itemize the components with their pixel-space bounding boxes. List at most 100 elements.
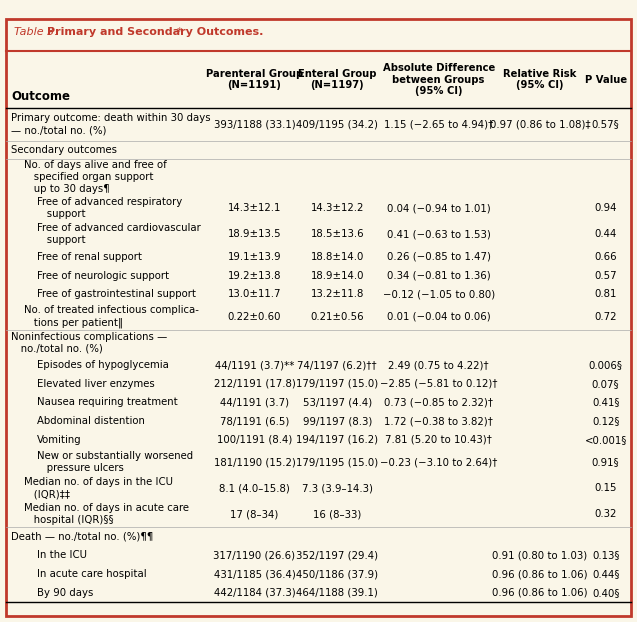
Text: 431/1185 (36.4): 431/1185 (36.4) [213, 569, 296, 579]
Bar [6, 248, 631, 266]
Bar [6, 583, 631, 602]
Text: 0.22±0.60: 0.22±0.60 [228, 312, 282, 322]
Bar [6, 374, 631, 393]
Text: 464/1188 (39.1): 464/1188 (39.1) [296, 588, 378, 598]
Text: No. of treated infectious complica-
   tions per patient‖: No. of treated infectious complica- tion… [24, 305, 199, 328]
Text: 393/1188 (33.1): 393/1188 (33.1) [213, 119, 296, 129]
Text: 0.81: 0.81 [594, 289, 617, 299]
Text: Parenteral Group
(N=1191): Parenteral Group (N=1191) [206, 69, 303, 90]
Bar [6, 412, 631, 430]
Text: 0.15: 0.15 [594, 483, 617, 493]
Text: 78/1191 (6.5): 78/1191 (6.5) [220, 416, 289, 426]
Text: 74/1197 (6.2)††: 74/1197 (6.2)†† [297, 360, 377, 370]
Text: Primary outcome: death within 30 days
— no./total no. (%): Primary outcome: death within 30 days — … [11, 113, 211, 136]
Text: In acute care hospital: In acute care hospital [37, 569, 147, 579]
Text: Table 3.: Table 3. [14, 27, 61, 37]
Bar [6, 356, 631, 374]
Text: 13.2±11.8: 13.2±11.8 [311, 289, 364, 299]
Text: Free of gastrointestinal support: Free of gastrointestinal support [37, 289, 196, 299]
Text: Death — no./total no. (%)¶¶: Death — no./total no. (%)¶¶ [11, 532, 154, 542]
Text: 0.13§: 0.13§ [592, 550, 619, 560]
Bar [6, 393, 631, 412]
Text: New or substantially worsened
   pressure ulcers: New or substantially worsened pressure u… [37, 451, 193, 473]
Text: Free of advanced respiratory
   support: Free of advanced respiratory support [37, 197, 182, 220]
Text: Primary and Secondary Outcomes.: Primary and Secondary Outcomes. [47, 27, 264, 37]
Text: 100/1191 (8.4): 100/1191 (8.4) [217, 435, 292, 445]
Bar [6, 304, 631, 330]
Text: 0.04 (−0.94 to 1.01): 0.04 (−0.94 to 1.01) [387, 203, 490, 213]
Text: Noninfectious complications —
   no./total no. (%): Noninfectious complications — no./total … [11, 332, 168, 354]
Bar [6, 108, 631, 141]
Text: 0.94: 0.94 [594, 203, 617, 213]
Text: 0.44: 0.44 [594, 230, 617, 239]
Text: 0.01 (−0.04 to 0.06): 0.01 (−0.04 to 0.06) [387, 312, 490, 322]
Text: 179/1197 (15.0): 179/1197 (15.0) [296, 379, 378, 389]
Text: 18.8±14.0: 18.8±14.0 [311, 252, 364, 262]
Text: 14.3±12.2: 14.3±12.2 [311, 203, 364, 213]
Text: 194/1197 (16.2): 194/1197 (16.2) [296, 435, 378, 445]
Text: 0.41 (−0.63 to 1.53): 0.41 (−0.63 to 1.53) [387, 230, 490, 239]
Text: 7.3 (3.9–14.3): 7.3 (3.9–14.3) [302, 483, 373, 493]
Text: 18.9±13.5: 18.9±13.5 [227, 230, 282, 239]
Text: 0.91§: 0.91§ [592, 457, 619, 467]
Text: Enteral Group
(N=1197): Enteral Group (N=1197) [298, 69, 376, 90]
Text: 352/1197 (29.4): 352/1197 (29.4) [296, 550, 378, 560]
Text: 1.72 (−0.38 to 3.82)†: 1.72 (−0.38 to 3.82)† [384, 416, 493, 426]
Bar [6, 501, 631, 527]
Text: <0.001§: <0.001§ [585, 435, 627, 445]
Text: Free of neurologic support: Free of neurologic support [37, 271, 169, 281]
Text: 450/1186 (37.9): 450/1186 (37.9) [296, 569, 378, 579]
Bar [6, 546, 631, 565]
Bar [6, 565, 631, 583]
Text: 0.91 (0.80 to 1.03): 0.91 (0.80 to 1.03) [492, 550, 588, 560]
Text: 53/1197 (4.4): 53/1197 (4.4) [303, 397, 372, 407]
Text: Vomiting: Vomiting [37, 435, 82, 445]
Text: Free of advanced cardiovascular
   support: Free of advanced cardiovascular support [37, 223, 201, 246]
Bar [6, 475, 631, 501]
Text: Median no. of days in the ICU
   (IQR)‡‡: Median no. of days in the ICU (IQR)‡‡ [24, 477, 173, 499]
Text: 0.96 (0.86 to 1.06): 0.96 (0.86 to 1.06) [492, 569, 588, 579]
Text: Secondary outcomes: Secondary outcomes [11, 145, 117, 155]
Text: 0.57§: 0.57§ [592, 119, 620, 129]
Text: 179/1195 (15.0): 179/1195 (15.0) [296, 457, 378, 467]
Text: 0.12§: 0.12§ [592, 416, 619, 426]
Text: Relative Risk
(95% CI): Relative Risk (95% CI) [503, 69, 576, 90]
Text: 409/1195 (34.2): 409/1195 (34.2) [296, 119, 378, 129]
Text: 442/1184 (37.3): 442/1184 (37.3) [213, 588, 296, 598]
Bar [6, 195, 631, 221]
Text: 0.57: 0.57 [594, 271, 617, 281]
Text: 0.97 (0.86 to 1.08)‡: 0.97 (0.86 to 1.08)‡ [490, 119, 590, 129]
Text: *: * [177, 27, 183, 37]
Text: 0.44§: 0.44§ [592, 569, 619, 579]
Text: In the ICU: In the ICU [37, 550, 87, 560]
Text: 13.0±11.7: 13.0±11.7 [228, 289, 282, 299]
Text: 99/1197 (8.3): 99/1197 (8.3) [303, 416, 372, 426]
Text: 0.32: 0.32 [594, 509, 617, 519]
Text: 181/1190 (15.2): 181/1190 (15.2) [213, 457, 296, 467]
Text: 19.1±13.9: 19.1±13.9 [227, 252, 282, 262]
Text: By 90 days: By 90 days [37, 588, 94, 598]
Bar [6, 430, 631, 449]
Text: 1.15 (−2.65 to 4.94)†: 1.15 (−2.65 to 4.94)† [384, 119, 493, 129]
Text: 17 (8–34): 17 (8–34) [231, 509, 279, 519]
Text: 317/1190 (26.6): 317/1190 (26.6) [213, 550, 296, 560]
Text: Median no. of days in acute care
   hospital (IQR)§§: Median no. of days in acute care hospita… [24, 503, 189, 526]
Text: 0.96 (0.86 to 1.06): 0.96 (0.86 to 1.06) [492, 588, 588, 598]
Text: −2.85 (−5.81 to 0.12)†: −2.85 (−5.81 to 0.12)† [380, 379, 497, 389]
Bar [6, 285, 631, 304]
Text: 0.07§: 0.07§ [592, 379, 619, 389]
Text: Free of renal support: Free of renal support [37, 252, 142, 262]
Text: 0.40§: 0.40§ [592, 588, 619, 598]
Text: Abdominal distention: Abdominal distention [37, 416, 145, 426]
Text: 18.5±13.6: 18.5±13.6 [310, 230, 364, 239]
Text: 0.66: 0.66 [594, 252, 617, 262]
Text: 0.34 (−0.81 to 1.36): 0.34 (−0.81 to 1.36) [387, 271, 490, 281]
Text: 2.49 (0.75 to 4.22)†: 2.49 (0.75 to 4.22)† [389, 360, 489, 370]
Text: 18.9±14.0: 18.9±14.0 [310, 271, 364, 281]
Bar [6, 449, 631, 475]
Text: 0.41§: 0.41§ [592, 397, 619, 407]
Text: 44/1191 (3.7)**: 44/1191 (3.7)** [215, 360, 294, 370]
Bar [6, 266, 631, 285]
Bar [6, 221, 631, 248]
Text: −0.12 (−1.05 to 0.80): −0.12 (−1.05 to 0.80) [383, 289, 495, 299]
